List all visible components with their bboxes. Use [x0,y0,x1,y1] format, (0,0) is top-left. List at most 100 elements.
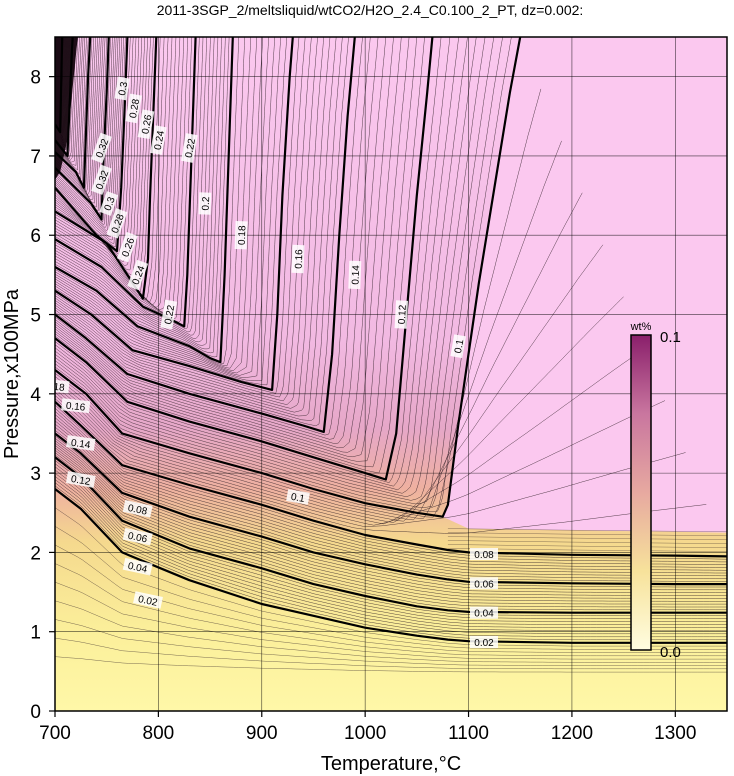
minor-contour-line [55,37,80,163]
contour-label: 0.1 [450,334,466,359]
contour-label-text: 0.28 [128,98,142,120]
x-tick-label: 1100 [448,723,489,744]
minor-contour-line [55,37,82,166]
contour-label: 0.06 [470,577,498,590]
contour-label: 0.3 [114,76,130,101]
minor-contour-line [55,37,67,140]
contour-label-text: 0.14 [70,438,91,452]
minor-contour-line [55,37,418,468]
contour-label-text: 0.18 [45,381,66,394]
labeled-contour-line [55,37,234,364]
contour-label: 0.06 [122,527,153,546]
labeled-contour-line [55,456,727,614]
minor-contour-line [55,37,371,440]
minor-contour-line [55,37,387,449]
x-tick-label: 1300 [654,723,696,744]
contour-label-text: 0.08 [127,503,149,518]
contour-label-text: 0.12 [70,474,92,488]
x-axis-label: Temperature,°C [321,753,461,775]
minor-contour-line [55,37,66,138]
minor-contour-line [55,37,468,494]
minor-contour-line [55,37,379,444]
minor-contour-line [55,414,727,568]
contour-label: 0.26 [137,109,155,140]
labeled-contour-line [55,37,74,157]
colorbar-max-label: 0.1 [660,329,681,346]
minor-contour-line [55,37,312,402]
y-tick-label: 8 [30,68,41,89]
contour-label-text: 0.08 [474,550,494,561]
contour-label: 0.14 [348,260,362,290]
minor-contour-line [55,37,425,474]
minor-contour-line [55,37,86,175]
contour-label: 0.2 [28,351,52,367]
minor-contour-line [55,37,246,367]
minor-contour-line [55,37,84,171]
minor-contour-line [55,37,451,487]
minor-contour-line [55,472,727,628]
contour-label: 0.18 [234,220,248,250]
contour-label: 0.3 [99,191,119,216]
labeled-contour-line [55,37,434,481]
minor-contour-line [55,37,219,346]
minor-contour-line [55,37,75,158]
minor-contour-line [55,37,208,336]
minor-contour-line [55,37,503,508]
contour-label-text: 0.1 [290,492,306,505]
minor-contour-line [55,447,727,602]
minor-contour-line [55,37,282,381]
minor-contour-line [55,37,188,319]
minor-contour-line [55,37,185,316]
contour-label-text: 0.06 [127,531,149,546]
minor-contour-line [55,37,402,458]
contour-label: 0.08 [470,548,498,561]
x-tick-label: 700 [39,723,71,744]
minor-contour-line [55,619,727,666]
minor-contour-line [55,192,583,521]
minor-contour-line [55,37,77,160]
contour-label: 0.14 [66,435,96,452]
y-tick-label: 6 [30,226,41,247]
minor-contour-line [55,37,318,405]
minor-contour-line [55,37,111,223]
minor-contour-line [55,37,211,339]
minor-contour-line [55,404,727,560]
contour-label-text: 0.2 [201,196,212,211]
minor-contour-line [55,37,215,343]
minor-contour-line [55,600,727,663]
minor-contour-line [55,37,300,394]
minor-contour-line [55,37,276,379]
contour-label-text: 0.02 [474,638,494,649]
minor-contour-line [55,637,727,670]
minor-contour-line [55,37,325,409]
minor-contour-line [55,296,624,523]
labeled-contour-line [55,400,727,558]
contour-label-text: 0.2 [32,353,48,366]
colorbar-min-label: 0.0 [660,644,681,661]
contour-label-text: 0.24 [153,129,167,151]
minor-contour-line [55,656,727,673]
contour-label-text: 0.26 [140,113,154,135]
contour-label: 0.08 [122,500,153,518]
contour-label-text: 0.16 [294,249,306,269]
minor-contour-line [55,407,727,563]
minor-contour-line [55,37,100,200]
contour-label: 0.22 [181,133,198,163]
labeled-contour-line [55,37,294,391]
plot-area: 0.020.020.040.040.060.060.080.080.10.10.… [28,36,728,712]
contour-label-text: 0.16 [65,401,86,414]
minor-contour-line [55,37,173,308]
minor-contour-line [55,37,331,413]
contour-label-text: 0.22 [184,137,198,159]
minor-contour-line [55,37,65,137]
contour-label: 0.02 [133,591,163,609]
y-tick-label: 5 [30,306,41,327]
minor-contour-line [55,37,258,371]
minor-contour-line [55,37,363,436]
x-axis: 700 800 900 1000 1100 1200 1300 [39,711,696,744]
minor-contour-line [55,37,165,303]
minor-contour-line [55,37,169,306]
minor-contour-line [55,37,410,462]
minor-contour-line [55,417,727,571]
contour-label: 0.28 [125,93,142,124]
